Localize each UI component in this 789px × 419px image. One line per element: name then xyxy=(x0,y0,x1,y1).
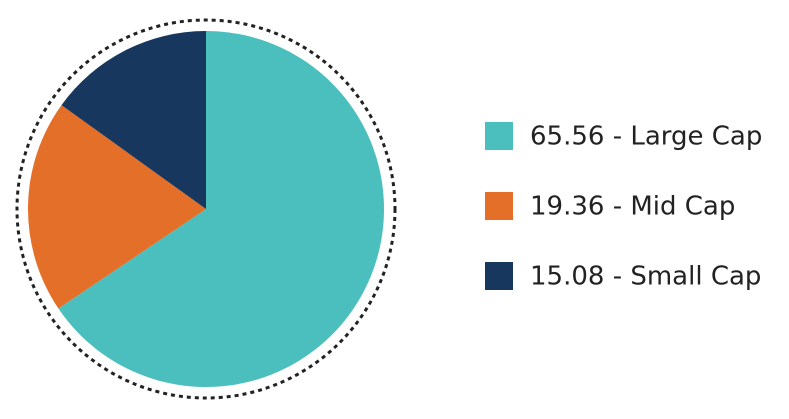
pie xyxy=(28,31,385,387)
legend: 65.56 - Large Cap 19.36 - Mid Cap 15.08 - … xyxy=(485,122,762,292)
legend-swatch xyxy=(485,192,513,220)
legend-swatch xyxy=(485,122,513,150)
dotted-ring xyxy=(15,18,397,400)
pie-slice xyxy=(28,105,206,309)
legend-label: 15.08 - Small Cap xyxy=(530,262,761,292)
legend-swatch xyxy=(485,262,513,290)
legend-label: 65.56 - Large Cap xyxy=(530,122,762,152)
pie-slice xyxy=(61,31,207,209)
pie-slice xyxy=(58,31,385,387)
legend-label: 19.36 - Mid Cap xyxy=(530,192,735,222)
